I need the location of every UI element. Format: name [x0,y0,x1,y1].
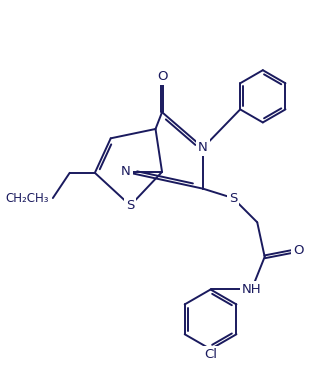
Text: N: N [198,141,208,154]
Text: N: N [121,165,130,178]
Text: S: S [126,199,134,212]
Text: S: S [229,191,237,204]
Text: CH₂CH₃: CH₂CH₃ [5,191,49,204]
Text: NH: NH [242,283,261,296]
Text: O: O [293,244,304,257]
Text: O: O [157,70,167,83]
Text: Cl: Cl [204,348,217,361]
